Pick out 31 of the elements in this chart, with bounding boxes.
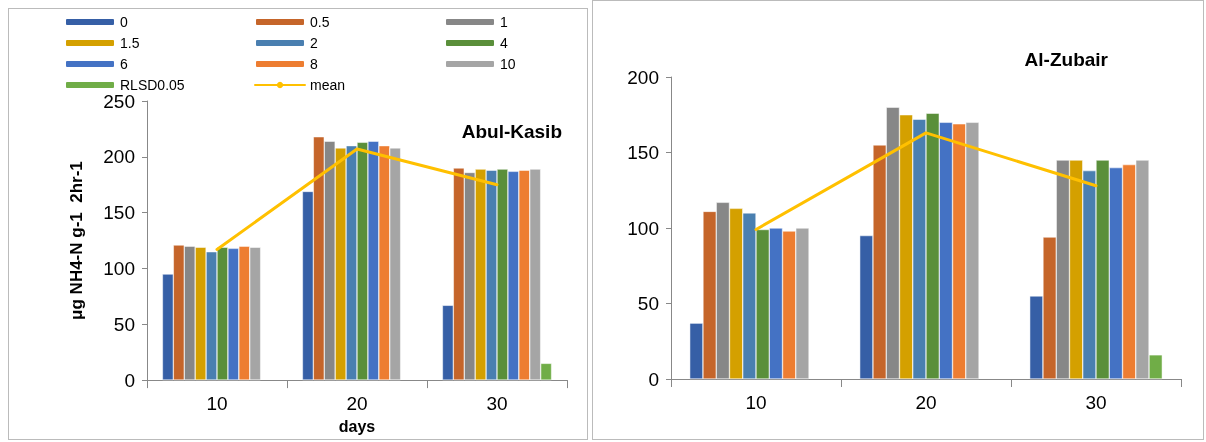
legend-label: 10: [500, 56, 516, 72]
y-tick-label: 50: [637, 293, 659, 314]
x-tick-label: 20: [346, 393, 368, 415]
x-tick-label: 10: [206, 393, 228, 415]
legend-label: 1.5: [120, 35, 140, 51]
y-tick-label: 250: [103, 90, 135, 112]
legend-label: 8: [310, 56, 318, 72]
x-tick-label: 30: [1085, 392, 1107, 413]
x-axis-title: days: [338, 417, 376, 435]
y-tick-label: 150: [627, 142, 659, 163]
y-tick-label: 200: [103, 146, 135, 168]
legend-label: 1: [500, 14, 508, 30]
legend-label: 6: [120, 56, 128, 72]
y-axis-title: μg NH4-N g-1 2hr-1: [67, 161, 86, 320]
legend-label: 2: [310, 35, 318, 51]
y-tick-label: 50: [113, 313, 135, 335]
legend-label: mean: [310, 77, 346, 93]
legend-label: RLSD0.05: [120, 77, 185, 93]
legend-label: 0.5: [310, 14, 330, 30]
chart-title: Al-Zubair: [1024, 49, 1109, 70]
y-tick-label: 0: [648, 368, 659, 390]
x-tick-label: 20: [915, 392, 937, 413]
x-tick-label: 30: [486, 393, 508, 415]
y-tick-label: 0: [124, 369, 135, 391]
text: Abul-Kasib: [461, 121, 562, 142]
y-tick-label: 200: [627, 66, 659, 88]
x-tick-label: 10: [745, 392, 767, 413]
y-tick-label: 150: [103, 202, 135, 224]
y-tick-label: 100: [103, 257, 135, 279]
y-tick-label: 100: [627, 217, 659, 239]
legend-label: 4: [500, 35, 508, 51]
